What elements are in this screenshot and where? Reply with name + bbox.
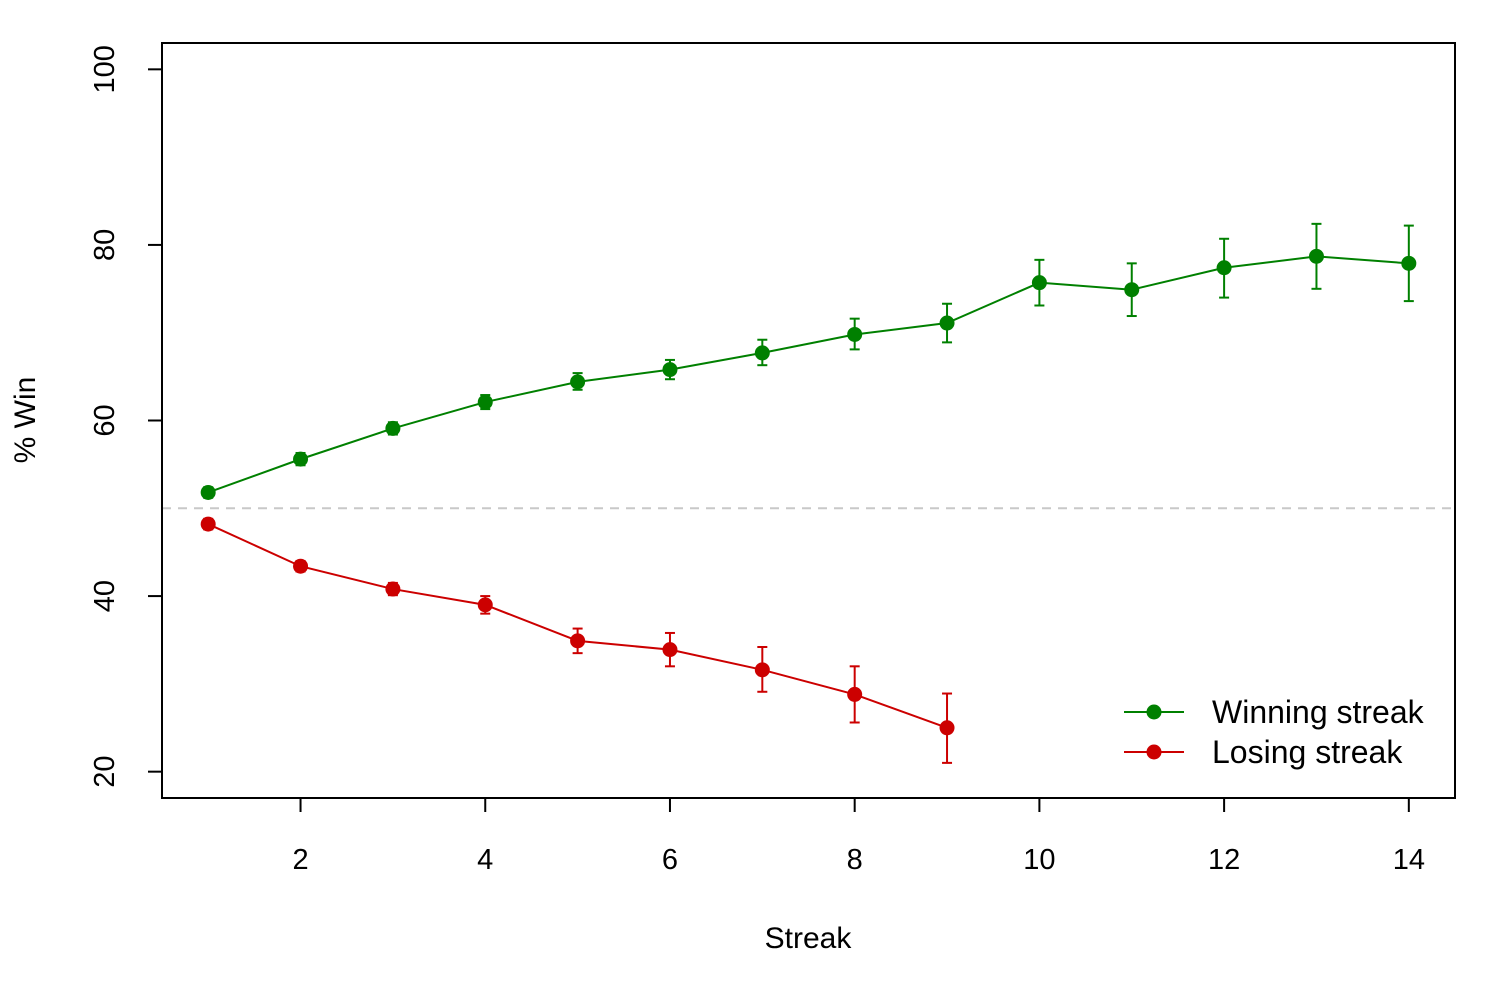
legend-item: Winning streak [1124, 694, 1425, 730]
series-line [207, 255, 1409, 494]
y-tick-label: 60 [89, 404, 121, 436]
legend-label: Winning streak [1212, 694, 1425, 730]
data-point [1308, 248, 1324, 264]
y-axis-title: % Win [9, 377, 42, 464]
data-point [1031, 275, 1047, 291]
x-tick-label: 8 [847, 844, 863, 876]
y-tick-label: 20 [89, 756, 121, 788]
series-0 [200, 222, 1417, 500]
x-tick-label: 6 [662, 844, 678, 876]
x-tick-label: 12 [1208, 844, 1240, 876]
data-point [1216, 260, 1232, 276]
legend-item: Losing streak [1124, 734, 1403, 770]
data-point [385, 420, 401, 436]
data-point [200, 484, 216, 500]
data-point [1401, 255, 1417, 271]
data-point [1124, 282, 1140, 298]
data-point [385, 581, 401, 597]
x-tick-label: 10 [1023, 844, 1055, 876]
data-point [293, 558, 309, 574]
data-point [477, 394, 493, 410]
x-axis-title: Streak [765, 922, 853, 955]
x-tick-label: 14 [1393, 844, 1425, 876]
data-point [754, 662, 770, 678]
series-1 [200, 516, 955, 764]
x-tick-label: 4 [477, 844, 493, 876]
x-tick-label: 2 [292, 844, 308, 876]
y-tick-label: 100 [89, 45, 121, 93]
plot-frame [161, 42, 1456, 799]
data-point [570, 633, 586, 649]
data-point [662, 362, 678, 378]
data-point [477, 597, 493, 613]
data-point [570, 374, 586, 390]
data-point [939, 315, 955, 331]
legend-marker [1146, 704, 1162, 720]
legend-marker [1146, 744, 1162, 760]
data-point [200, 516, 216, 532]
x-axis: 2 4 6 8 10 12 14 [292, 798, 1425, 876]
y-tick-label: 40 [89, 580, 121, 612]
legend: Winning streak Losing streak [1124, 694, 1425, 770]
data-point [293, 451, 309, 467]
data-point [939, 720, 955, 736]
data-point [847, 686, 863, 702]
series-layer [200, 222, 1417, 764]
y-axis: 20 40 60 80 100 [89, 45, 162, 788]
data-point [662, 642, 678, 658]
data-point [754, 345, 770, 361]
legend-label: Losing streak [1212, 734, 1403, 770]
series-line [207, 523, 948, 729]
data-point [847, 326, 863, 342]
y-tick-label: 80 [89, 229, 121, 261]
